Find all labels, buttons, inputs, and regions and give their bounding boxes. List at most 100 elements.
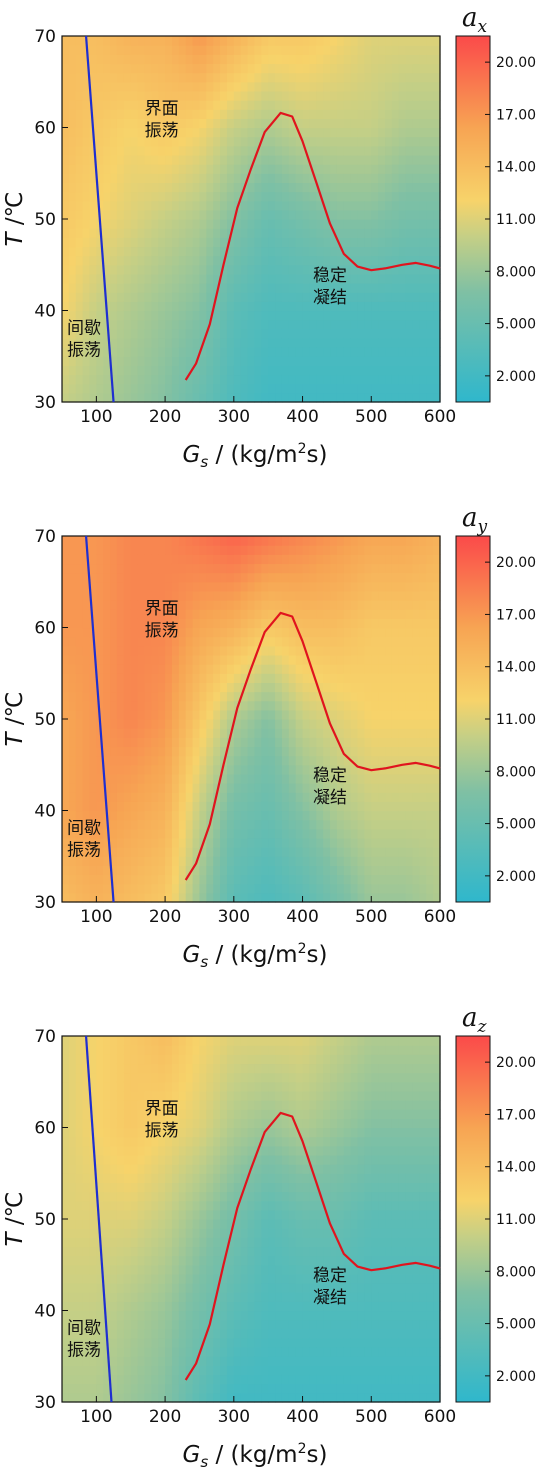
heatmap-cell [275,228,283,238]
heatmap-cell [288,145,297,156]
heatmap-cell [96,837,104,848]
heatmap-cell [275,365,283,376]
heatmap-cell [165,292,173,302]
heatmap-cell [295,200,304,211]
heatmap-cell [68,1127,77,1138]
heatmap-cell [123,618,132,629]
heatmap-cell [261,746,269,757]
heatmap-cell [295,337,304,348]
heatmap-cell [288,563,297,574]
heatmap-cell [240,347,249,357]
heatmap-cell [199,719,207,729]
heatmap-cell [226,283,235,293]
heatmap-cell [137,365,146,376]
heatmap-cell [385,264,393,275]
heatmap-cell [110,837,118,848]
x-axis-label: Gs / (kg/m2s) [183,941,328,971]
heatmap-cell [350,81,359,92]
heatmap-cell [405,764,414,775]
heatmap-cell [412,164,420,174]
heatmap-cell [123,600,132,610]
heatmap-cell [391,737,400,748]
heatmap-cell [391,572,400,583]
heatmap-cell [288,856,297,866]
heatmap-cell [151,600,159,610]
heatmap-cell [330,865,338,876]
heatmap-cell [419,618,427,629]
heatmap-cell [254,773,262,784]
heatmap-cell [130,865,139,876]
heatmap-cell [295,828,304,839]
heatmap-cell [144,100,152,110]
heatmap-cell [158,719,166,729]
heatmap-cell [220,810,228,821]
heatmap-cell [433,45,441,55]
heatmap-cell [323,264,331,275]
heatmap-cell [165,145,173,156]
heatmap-cell [192,627,201,638]
heatmap-cell [123,828,132,839]
heatmap-cell [288,773,297,784]
heatmap-cell [398,801,407,812]
heatmap-cell [295,136,304,147]
heatmap-cell [357,719,365,729]
heatmap-cell [330,154,338,165]
heatmap-cell [75,1109,84,1119]
heatmap-cell [62,1347,70,1357]
heatmap-cell [316,90,324,101]
heatmap-cell [185,209,194,220]
heatmap-cell [268,792,276,802]
heatmap-cell [103,865,111,876]
heatmap-cell [247,627,256,638]
heatmap-cell [89,191,97,202]
heatmap-cell [226,109,235,119]
heatmap-cell [275,572,283,583]
heatmap-cell [316,783,324,793]
heatmap-cell [268,228,276,238]
heatmap-cell [103,600,111,610]
heatmap-cell [68,1283,77,1293]
heatmap-cell [178,764,187,775]
heatmap-cell [309,36,317,46]
heatmap-cell [350,173,359,183]
heatmap-cell [343,328,352,339]
heatmap-cell [220,792,228,802]
heatmap-cell [192,645,201,656]
heatmap-cell [130,1127,139,1138]
heatmap-cell [123,264,132,275]
heatmap-cell [288,100,297,110]
heatmap-cell [412,54,420,65]
heatmap-cell [233,728,242,738]
heatmap-cell [226,847,235,857]
heatmap-cell [220,347,228,357]
heatmap-cell [433,792,441,802]
heatmap-cell [261,209,269,220]
heatmap-cell [220,865,228,876]
heatmap-cell [82,874,91,885]
heatmap-cell [192,200,201,211]
heatmap-cell [103,874,111,885]
heatmap-cell [391,255,400,266]
heatmap-cell [62,874,70,885]
heatmap-cell [165,182,173,193]
heatmap-cell [220,81,228,92]
heatmap-cell [247,72,256,83]
heatmap-cell [385,654,393,665]
heatmap-cell [116,1319,125,1330]
heatmap-cell [151,874,159,885]
heatmap-cell [75,173,84,183]
heatmap-cell [275,682,283,693]
heatmap-cell [323,283,331,293]
heatmap-cell [158,54,166,65]
heatmap-cell [62,1173,70,1183]
heatmap-cell [398,374,407,385]
heatmap-cell [171,654,180,665]
heatmap-cell [89,1365,97,1376]
heatmap-cell [419,72,427,83]
heatmap-cell [82,301,91,312]
heatmap-cell [398,273,407,284]
heatmap-cell [68,1063,77,1074]
heatmap-cell [378,173,386,183]
heatmap-cell [82,365,91,376]
heatmap-cell [123,865,132,876]
